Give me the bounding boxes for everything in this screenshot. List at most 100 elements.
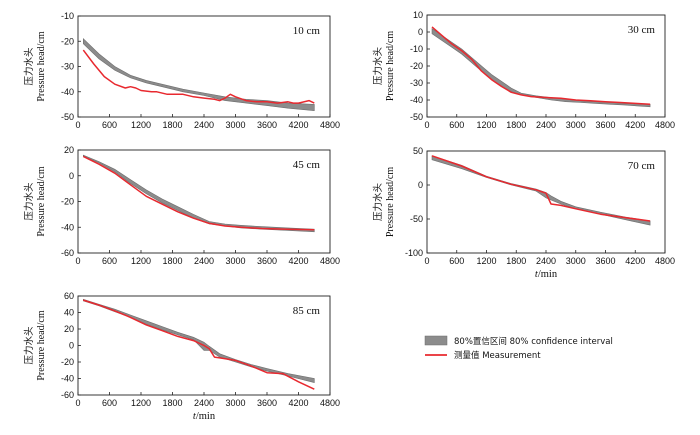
x-tick-label: 1200 [476,120,496,130]
x-tick-label: 4200 [625,120,645,130]
y-tick-label: 0 [69,171,74,181]
y-tick-label: -60 [61,390,74,400]
x-tick-label: 3000 [225,120,245,130]
y-tick-label: -30 [410,78,423,88]
legend: 80%置信区间 80% confidence interval 测量值 Meas… [424,335,613,361]
ci-band [83,298,315,383]
x-tick-label: 2400 [536,256,556,266]
y-axis-label-en: Pressure head/cm [36,310,47,380]
panel-10cm: -10 -20 -30 -40 -500 600 1200 1800 2400 3000 3600 4… [23,11,340,130]
y-tick-label: -30 [61,62,74,72]
measurement-line [82,49,315,104]
y-tick-label: -10 [61,11,74,21]
y-tick-label: -100 [405,248,423,258]
y-tick-label: -50 [410,214,423,224]
y-tick-label: -40 [61,222,74,232]
y-axis-label-en: Pressure head/cm [385,167,396,237]
measurement-line [431,26,651,106]
x-axis-label-unit: /min [196,411,216,422]
x-tick-label: 1200 [131,120,151,130]
y-tick-label: 20 [64,145,74,155]
x-tick-label: 3000 [225,256,245,266]
x-tick-label: 0 [424,256,429,266]
y-axis-label-en: Pressure head/cm [385,31,396,101]
x-tick-label: 3000 [566,256,586,266]
y-axis-label-en: Pressure head/cm [36,166,47,236]
y-axis-label-cn: 压力水头 [23,326,35,364]
y-tick-label: -50 [410,112,423,122]
y-tick-label: -60 [61,248,74,258]
x-tick-label: 0 [75,398,80,408]
x-tick-label: 1800 [162,120,182,130]
panel-45cm: 200-20-40-600 600 1200 1800 2400 3000 3600 4200… [23,145,340,266]
x-tick-label: 3600 [257,398,277,408]
y-axis-label-cn: 压力水头 [23,47,35,85]
x-tick-label: 4200 [625,256,645,266]
x-tick-label: 3600 [257,256,277,266]
x-tick-label: 4200 [288,256,308,266]
x-axis-label: t/min [193,411,216,422]
ci-band [431,28,651,108]
y-tick-label: 40 [64,308,74,318]
depth-label: 70 cm [628,160,656,172]
x-tick-label: 3600 [595,120,615,130]
ci-band [83,154,315,233]
ci-band [431,155,651,226]
legend-measurement-label: 测量值 Measurement [454,350,541,361]
x-tick-label: 4200 [288,120,308,130]
x-tick-label: 1200 [131,398,151,408]
x-tick-label: 1800 [162,398,182,408]
x-tick-label: 1200 [131,256,151,266]
y-tick-label: 20 [64,324,74,334]
y-tick-label: 0 [418,180,423,190]
x-tick-label: 1800 [506,120,526,130]
depth-label: 85 cm [293,305,321,317]
legend-ci-label: 80%置信区间 80% confidence interval [454,336,613,347]
x-tick-label: 0 [75,256,80,266]
y-tick-label: -50 [61,112,74,122]
x-tick-label: 600 [102,120,117,130]
x-tick-label: 4800 [320,120,340,130]
y-axis-label-en: Pressure head/cm [36,31,47,101]
x-tick-label: 0 [75,120,80,130]
x-tick-label: 1800 [162,256,182,266]
x-tick-label: 3600 [595,256,615,266]
y-tick-label: 0 [418,27,423,37]
y-tick-label: -40 [61,87,74,97]
x-tick-label: 600 [449,256,464,266]
y-tick-label: -40 [410,95,423,105]
x-tick-label: 4200 [288,398,308,408]
legend-ci-swatch [424,335,448,346]
y-tick-label: -10 [410,44,423,54]
y-axis-label-cn: 压力水头 [23,182,35,220]
y-tick-label: 60 [64,291,74,301]
x-tick-label: 2400 [536,120,556,130]
x-tick-label: 2400 [194,256,214,266]
x-tick-label: 0 [424,120,429,130]
y-tick-label: -20 [61,36,74,46]
x-tick-label: 4800 [320,398,340,408]
x-tick-label: 600 [102,256,117,266]
x-axis-label-var: t [193,411,197,422]
measurement-line [431,155,651,222]
x-axis-label-var: t [535,269,539,280]
x-tick-label: 2400 [194,398,214,408]
depth-label: 45 cm [293,159,321,171]
x-tick-label: 3000 [566,120,586,130]
y-tick-label: -20 [61,197,74,207]
y-tick-label: 0 [69,341,74,351]
x-tick-label: 4800 [655,120,675,130]
x-tick-label: 3000 [225,398,245,408]
x-axis-label-unit: /min [538,269,558,280]
x-tick-label: 600 [102,398,117,408]
y-tick-label: -20 [61,357,74,367]
depth-label: 10 cm [293,25,321,37]
x-tick-label: 1800 [506,256,526,266]
panel-30cm: 100-10-20-30-40-500 600 1200 1800 2400 3000 36… [372,10,675,130]
x-axis-label: t/min [535,269,558,280]
x-tick-label: 4800 [320,256,340,266]
y-tick-label: -20 [410,61,423,71]
